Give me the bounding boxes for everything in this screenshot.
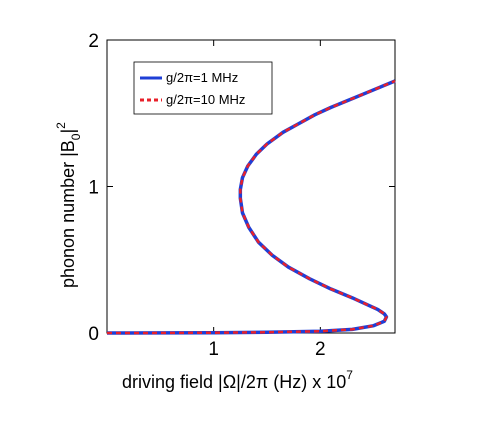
y-axis-label: phonon number |B0|2 (54, 122, 83, 288)
legend-box (133, 61, 273, 115)
series-group (106, 79, 396, 335)
y-tick-label: 1 (88, 178, 99, 199)
y-tick-label: 0 (88, 324, 99, 345)
x-tick-label: 1 (208, 339, 219, 360)
legend-label-1mhz: g/2π=1 MHz (166, 70, 238, 85)
legend-label-10mhz: g/2π=10 MHz (166, 92, 245, 107)
series-line-1 (106, 79, 396, 335)
x-tick-label: 2 (315, 339, 326, 360)
x-axis-label: driving field |Ω|/2π (Hz) x 107 (122, 368, 353, 392)
y-tick-label: 2 (88, 31, 99, 52)
legend: g/2π=1 MHz g/2π=10 MHz (133, 61, 273, 115)
